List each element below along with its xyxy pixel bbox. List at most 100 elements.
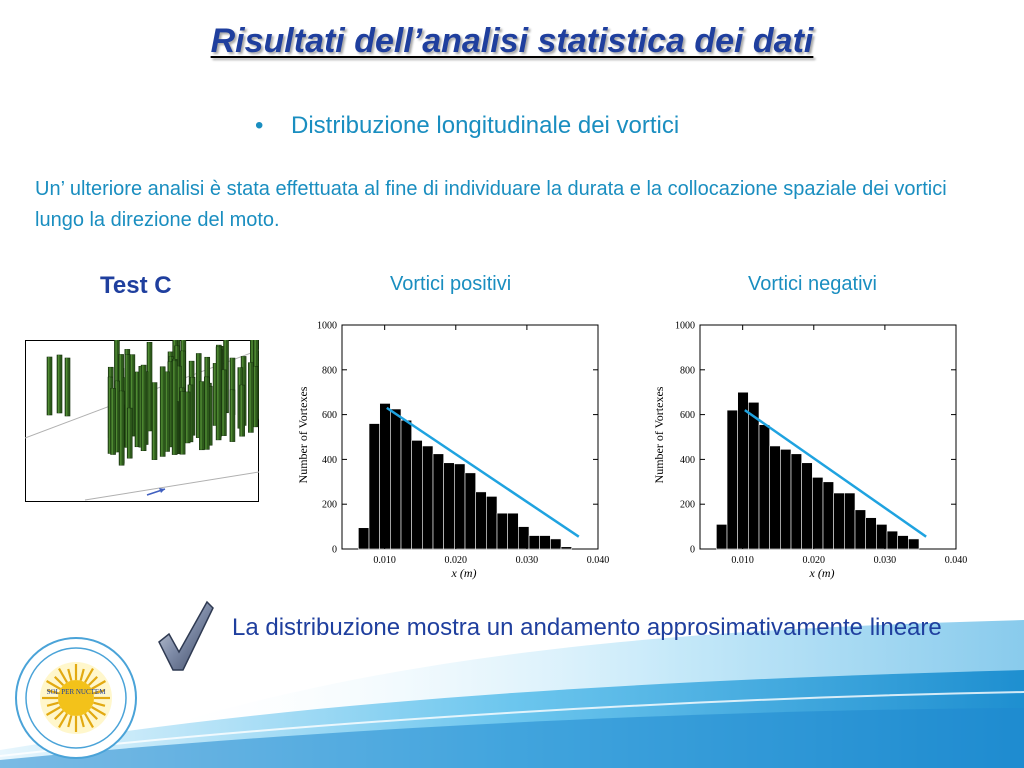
histogram-negative: 0 200 400 600 800 1000 0.010 0.020 0.030 0.040 Nu… xyxy=(652,321,967,581)
bar-negative xyxy=(790,453,802,550)
vortex-tube-highlight xyxy=(230,358,233,415)
vortex-tube xyxy=(110,388,116,455)
vortex-tube xyxy=(221,369,227,436)
sun-ray xyxy=(79,668,85,681)
vortex-tube xyxy=(171,360,178,455)
vortex-tube xyxy=(184,391,191,444)
bar-positive xyxy=(486,496,498,550)
vortex-tube-highlight xyxy=(197,353,199,438)
sun-ray xyxy=(67,715,73,728)
vortex-tube-highlight xyxy=(125,354,128,448)
bar-negative xyxy=(769,445,781,550)
vortex-tubes xyxy=(46,340,259,466)
sun-ray xyxy=(54,709,65,720)
vortex-tube xyxy=(179,391,186,455)
bar-positive xyxy=(432,453,444,550)
bar-negative xyxy=(897,535,909,550)
x-axis-label-negative: x (m) xyxy=(809,566,835,580)
vortex-tube xyxy=(140,364,147,452)
y-axis-label-positive: Number of Vortexes xyxy=(296,386,310,483)
intro-paragraph: Un’ ulteriore analisi è stata effettuata… xyxy=(35,178,947,231)
vortex-tube xyxy=(46,356,53,416)
vortex-tube xyxy=(56,354,63,414)
vortex-tube-highlight xyxy=(165,371,167,452)
y-tick-label-negative: 200 xyxy=(680,500,695,511)
bar-negative xyxy=(844,492,856,550)
bar-positive xyxy=(454,463,466,550)
vortex-tube-highlight xyxy=(66,358,68,416)
vortex-tube xyxy=(204,376,210,450)
sun-ray xyxy=(93,701,106,707)
bullet-text: Distribuzione longitudinale dei vortici xyxy=(291,112,680,139)
x-tick-label-positive: 0.030 xyxy=(516,555,539,566)
vortex-tube xyxy=(151,382,158,460)
y-tick-label-positive: 400 xyxy=(322,455,337,466)
sun-icon xyxy=(42,664,110,732)
sun-ray xyxy=(84,668,94,683)
bar-positive xyxy=(475,491,487,550)
sun-ray xyxy=(46,706,61,716)
slide-title: Risultati dell’analisi statistica dei da… xyxy=(210,22,814,60)
vortex-tube-highlight xyxy=(240,385,243,437)
vortex-tube xyxy=(229,389,236,442)
vortex-tube xyxy=(64,357,71,417)
sun-ray xyxy=(91,680,106,690)
vortex-tube-highlight xyxy=(217,346,219,440)
y-tick-label-positive: 1000 xyxy=(317,321,337,332)
bar-negative xyxy=(748,401,760,550)
bullet-dot-icon: • xyxy=(255,112,264,139)
bar-positive xyxy=(443,462,455,550)
vortex-tube-highlight xyxy=(249,362,251,433)
bar-positive xyxy=(518,526,530,550)
sun-ray xyxy=(46,701,59,707)
bullet-point: • Distribuzione longitudinale dei vortici xyxy=(255,112,679,140)
vortex-tube-highlight xyxy=(48,357,50,415)
bar-positive xyxy=(539,535,551,550)
bar-positive xyxy=(411,440,423,550)
test-label: Test C xyxy=(100,272,172,299)
conclusion-text: La distribuzione mostra un andamento app… xyxy=(232,614,942,641)
x-tick-label-positive: 0.010 xyxy=(373,555,396,566)
bar-positive xyxy=(390,408,402,550)
y-tick-label-negative: 800 xyxy=(680,365,695,376)
vortex-tube-highlight xyxy=(152,382,155,460)
y-tick-label-negative: 0 xyxy=(690,545,695,556)
x-tick-label-negative: 0.040 xyxy=(945,555,968,566)
vortex-tube-highlight xyxy=(181,391,183,455)
vortex-tube-highlight xyxy=(58,355,60,413)
sun-ray xyxy=(58,713,68,728)
bar-negative xyxy=(737,391,749,550)
trend-line-negative xyxy=(744,409,927,538)
bar-positive xyxy=(528,535,540,550)
checkmark-icon xyxy=(158,600,214,671)
sun-ray xyxy=(87,709,98,720)
vortex-tube-highlight xyxy=(214,363,216,426)
sun-ray xyxy=(46,689,59,695)
vortex-tube xyxy=(199,381,205,451)
vortex-tube-highlight xyxy=(128,408,130,459)
sun-ray xyxy=(84,713,94,728)
vortex-tube-highlight xyxy=(115,381,118,453)
x-tick-label-positive: 0.040 xyxy=(587,555,610,566)
vortex-tube xyxy=(248,362,254,433)
y-tick-label-positive: 0 xyxy=(332,545,337,556)
bar-negative xyxy=(801,462,813,550)
sun-ray xyxy=(79,715,85,728)
y-tick-label-negative: 1000 xyxy=(675,321,695,332)
vortex-simulation-image xyxy=(25,340,259,502)
plot-area-positive: 0 200 400 600 800 1000 0.010 0.020 0.030 0.040 xyxy=(317,321,609,567)
x-tick-label-positive: 0.020 xyxy=(445,555,468,566)
bar-negative xyxy=(908,538,920,550)
plot-area-negative: 0 200 400 600 800 1000 0.010 0.020 0.030 0.040 xyxy=(675,321,967,567)
wave-decoration xyxy=(0,620,1024,768)
university-seal-logo: SOL PER NUCTEM xyxy=(15,637,137,759)
vortex-tube xyxy=(159,366,166,457)
sun-ray xyxy=(58,668,68,683)
bar-positive xyxy=(358,527,370,550)
x-tick-label-negative: 0.010 xyxy=(731,555,754,566)
vortex-tube xyxy=(126,407,133,459)
vortex-tube-highlight xyxy=(135,371,138,447)
bar-negative xyxy=(726,409,738,550)
bar-positive xyxy=(560,546,572,550)
vortex-tube-highlight xyxy=(130,354,133,437)
